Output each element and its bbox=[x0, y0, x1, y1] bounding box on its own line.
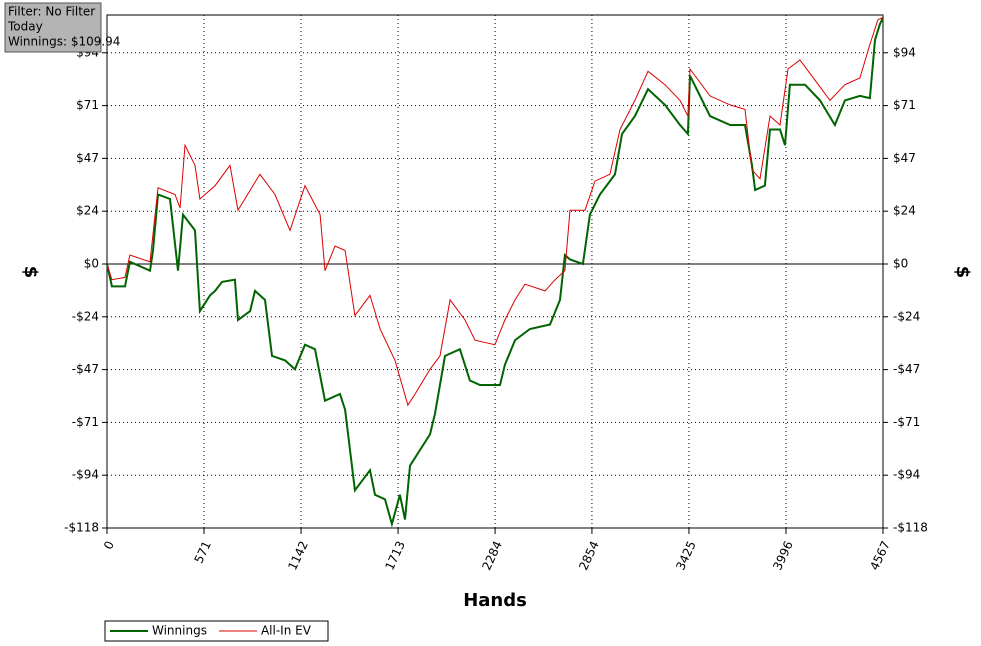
info-line: Filter: No Filter bbox=[8, 5, 95, 19]
y2-axis-title: $ bbox=[952, 266, 973, 279]
info-line: Today bbox=[7, 20, 43, 34]
y2-tick-label: $71 bbox=[893, 98, 916, 112]
legend-label: Winnings bbox=[152, 624, 207, 638]
y-tick-label: -$118 bbox=[64, 521, 99, 535]
y-tick-label: -$94 bbox=[72, 468, 99, 482]
y-tick-label: -$47 bbox=[72, 362, 99, 376]
y-axis-title: $ bbox=[20, 266, 41, 279]
info-line: Winnings: $109.94 bbox=[8, 35, 120, 49]
series-line bbox=[106, 17, 884, 407]
y2-tick-label: $0 bbox=[893, 256, 908, 270]
y2-tick-label: $24 bbox=[893, 204, 916, 218]
y2-tick-label: -$47 bbox=[893, 362, 920, 376]
y-tick-label: $47 bbox=[76, 151, 99, 165]
y-tick-label: $24 bbox=[76, 204, 99, 218]
x-axis-title: Hands bbox=[463, 590, 527, 611]
legend: Winnings All-In EV bbox=[110, 624, 312, 638]
y2-tick-label: $94 bbox=[893, 45, 916, 59]
y-tick-label: $0 bbox=[84, 256, 99, 270]
legend-label: All-In EV bbox=[261, 624, 312, 638]
lines bbox=[106, 17, 884, 528]
y2-tick-label: $47 bbox=[893, 151, 916, 165]
y2-tick-label: -$24 bbox=[893, 309, 920, 323]
y2-tick-label: -$94 bbox=[893, 468, 920, 482]
y-tick-label: -$24 bbox=[72, 309, 99, 323]
legend-box bbox=[104, 620, 329, 642]
info-box bbox=[4, 2, 102, 53]
series-line bbox=[106, 17, 884, 528]
y-tick-label: -$71 bbox=[72, 415, 99, 429]
y-tick-label: $71 bbox=[76, 98, 99, 112]
y2-tick-label: -$118 bbox=[893, 521, 928, 535]
y2-tick-label: -$71 bbox=[893, 415, 920, 429]
